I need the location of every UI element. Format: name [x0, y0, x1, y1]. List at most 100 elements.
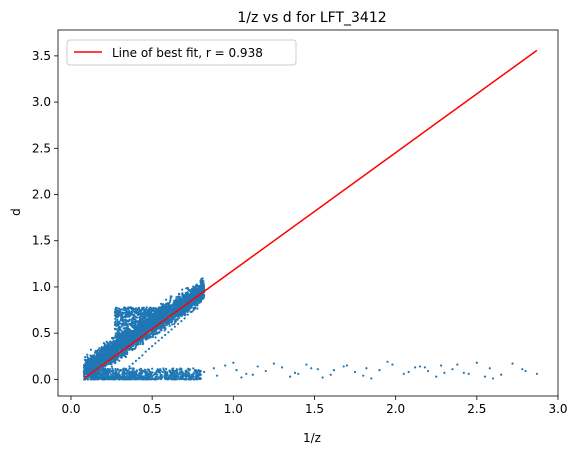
scatter-point	[170, 323, 174, 326]
scatter-point	[151, 334, 154, 337]
scatter-point	[172, 322, 176, 326]
scatter-point	[98, 347, 101, 350]
scatter-point	[168, 369, 171, 372]
scatter-point	[170, 371, 174, 375]
scatter-point	[148, 370, 151, 373]
scatter-point	[195, 284, 198, 287]
scatter-point	[188, 289, 192, 292]
scatter-point	[193, 370, 196, 373]
scatter-point	[117, 350, 120, 353]
scatter-point	[162, 312, 166, 315]
scatter-point	[143, 331, 146, 334]
scatter-point	[112, 340, 115, 344]
scatter-point	[154, 336, 157, 339]
scatter-point	[178, 316, 181, 319]
scatter-point	[184, 378, 187, 381]
scatter-point	[142, 378, 146, 381]
scatter-point	[201, 277, 204, 280]
scatter-point	[119, 368, 122, 372]
scatter-point	[192, 367, 195, 370]
scatter-point	[89, 375, 92, 378]
scatter-point	[169, 299, 172, 302]
scatter-point	[84, 365, 88, 368]
scatter-point	[110, 362, 113, 366]
scatter-point	[141, 320, 144, 323]
scatter-point	[187, 308, 190, 312]
scatter-point	[117, 320, 120, 323]
scatter-point	[148, 335, 151, 338]
scatter-point	[169, 297, 172, 300]
scatter-point	[108, 368, 111, 371]
scatter-point	[84, 378, 87, 381]
scatter-point	[132, 336, 135, 339]
scatter-point	[114, 372, 117, 375]
scatter-point	[114, 367, 117, 371]
scatter-point	[166, 373, 169, 377]
scatter-point	[121, 330, 125, 333]
scatter-point	[135, 341, 138, 345]
scatter-point	[99, 351, 102, 354]
scatter-point	[133, 342, 136, 346]
scatter-point	[135, 369, 139, 372]
scatter-point	[166, 320, 169, 323]
scatter-point	[83, 358, 86, 362]
scatter-point	[202, 297, 205, 300]
scatter-point	[83, 369, 86, 372]
scatter-point	[201, 285, 204, 288]
scatter-point	[139, 342, 142, 346]
scatter-point	[192, 291, 195, 295]
scatter-point	[188, 369, 191, 372]
scatter-point	[178, 311, 182, 315]
scatter-point	[142, 307, 145, 311]
scatter-point	[132, 325, 135, 328]
scatter-point	[116, 334, 119, 337]
scatter-point	[172, 373, 175, 376]
scatter-point	[145, 313, 148, 316]
scatter-point	[188, 377, 191, 381]
scatter-point	[153, 332, 156, 335]
scatter-point	[194, 371, 198, 375]
scatter-point	[136, 323, 139, 326]
scatter-point	[137, 308, 140, 311]
scatter-point	[144, 338, 147, 341]
scatter-point	[127, 306, 130, 309]
scatter-point	[180, 372, 184, 375]
scatter-point	[87, 364, 90, 368]
scatter-point	[174, 315, 177, 318]
scatter-point	[198, 376, 202, 380]
scatter-point	[118, 328, 121, 331]
scatter-point	[192, 372, 195, 375]
scatter-point	[201, 282, 204, 285]
scatter-point	[114, 315, 118, 318]
scatter-point	[173, 299, 176, 302]
scatter-point	[165, 367, 168, 370]
scatter-point	[146, 333, 149, 336]
scatter-point	[182, 311, 186, 314]
scatter-point	[99, 360, 102, 363]
scatter-point	[115, 323, 118, 326]
scatter-point	[137, 326, 140, 330]
scatter-point	[183, 308, 186, 311]
scatter-point	[86, 378, 89, 381]
scatter-point	[111, 336, 114, 339]
scatter-point	[118, 376, 121, 379]
scatter-point	[150, 375, 154, 378]
scatter-point	[142, 324, 145, 327]
scatter-point	[154, 310, 157, 313]
scatter-point	[199, 282, 203, 285]
scatter-point	[112, 342, 115, 346]
scatter-point	[116, 318, 119, 321]
scatter-point	[127, 369, 130, 372]
scatter-point	[161, 370, 164, 374]
scatter-point	[117, 378, 121, 381]
scatter-point	[175, 373, 178, 376]
scatter-point	[114, 332, 117, 335]
scatter-point	[174, 369, 177, 372]
scatter-point	[114, 320, 117, 323]
scatter-point	[111, 350, 115, 353]
scatter-point	[173, 301, 176, 304]
scatter-point	[126, 331, 129, 334]
scatter-point	[179, 298, 183, 302]
scatter-point	[116, 368, 119, 371]
scatter-point	[160, 325, 164, 328]
